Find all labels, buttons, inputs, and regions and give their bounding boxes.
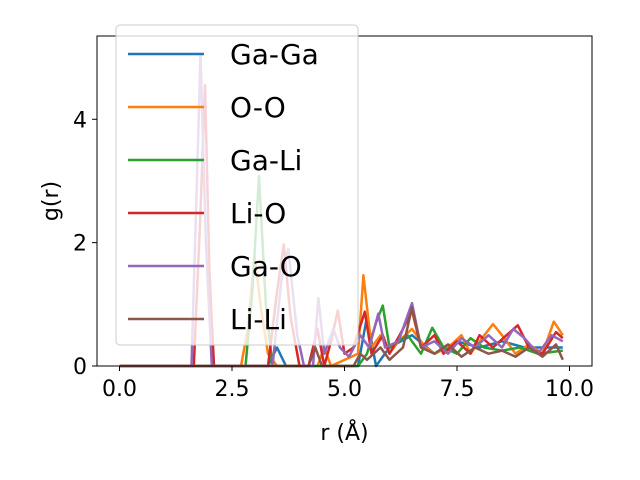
x-tick-label: 5.0 [327,377,362,402]
x-tick-label: 2.5 [215,377,250,402]
legend-label-o-o: O-O [230,91,286,124]
y-axis-label: g(r) [39,181,64,221]
y-axis: 0 2 4 [73,108,97,380]
x-tick-label: 10.0 [545,377,594,402]
legend-label-ga-o: Ga-O [230,250,302,283]
x-axis-label: r (Å) [320,419,368,446]
x-tick-label: 0.0 [102,377,137,402]
x-tick-label: 7.5 [440,377,475,402]
legend-label-li-li: Li-Li [230,303,287,336]
series-line-ga-ga [119,315,563,368]
legend-label-ga-li: Ga-Li [230,144,302,177]
x-axis: 0.0 2.5 5.0 7.5 10.0 [102,366,594,402]
y-tick-label: 2 [73,232,87,257]
legend-label-li-o: Li-O [230,197,286,230]
y-tick-label: 0 [73,355,87,380]
legend: Ga-Ga O-O Ga-Li Li-O Ga-O Li-Li [115,24,359,346]
legend-box [115,24,359,346]
y-tick-label: 4 [73,108,87,133]
legend-label-ga-ga: Ga-Ga [230,38,319,71]
